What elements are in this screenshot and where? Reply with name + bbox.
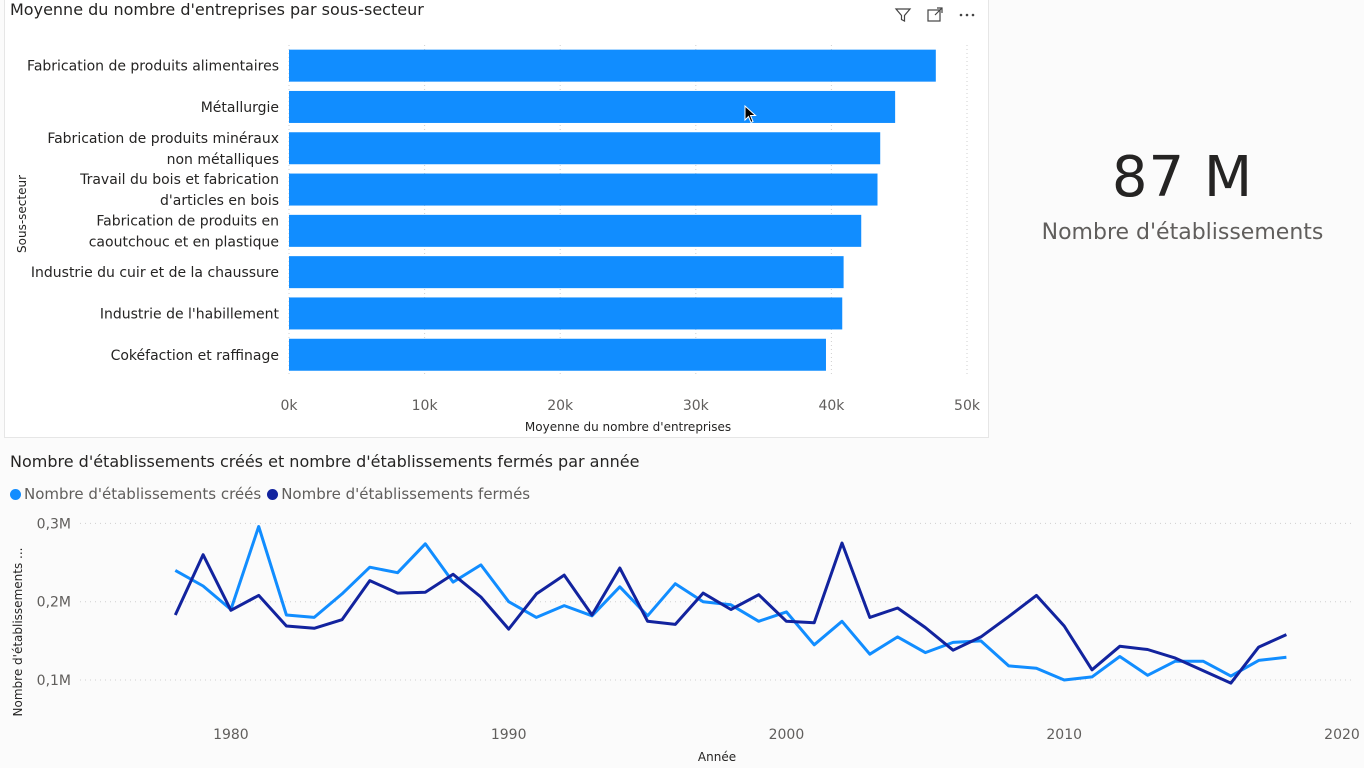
x-tick-label: 10k [412, 398, 439, 414]
bar-chart-visual[interactable]: Moyenne du nombre d'entreprises par sous… [4, 0, 989, 438]
x-tick-label: 40k [818, 398, 845, 414]
category-label: Industrie de l'habillement [100, 306, 280, 322]
mouse-cursor-icon [744, 105, 757, 124]
visual-header-toolbar [894, 6, 976, 24]
focus-mode-icon[interactable] [926, 6, 944, 24]
kpi-label: Nombre d'établissements [1041, 220, 1324, 245]
category-label: non métalliques [167, 152, 279, 168]
series-line [173, 541, 1288, 685]
legend-item-created[interactable]: Nombre d'établissements créés [10, 485, 261, 503]
bar [289, 90, 896, 123]
y-tick-label: 0,1M [37, 673, 71, 689]
legend-label-created: Nombre d'établissements créés [24, 485, 262, 503]
x-tick-label: 1980 [213, 727, 249, 743]
more-options-icon[interactable] [958, 6, 976, 24]
category-label: Industrie du cuir et de la chaussure [31, 265, 279, 281]
bar [289, 214, 862, 247]
y-tick-label: 0,2M [37, 595, 71, 611]
bar [289, 173, 878, 206]
x-axis-title: Année [698, 750, 736, 764]
category-label: Métallurgie [201, 100, 279, 116]
category-label: Fabrication de produits minéraux [47, 131, 279, 147]
category-label: Cokéfaction et raffinage [111, 348, 279, 364]
legend-dot-created [10, 488, 21, 500]
category-label: caoutchouc et en plastique [89, 234, 279, 250]
kpi-card: 87 M Nombre d'établissements [1010, 145, 1355, 246]
line-chart-visual[interactable]: Nombre d'établissements créés et nombre … [0, 440, 1364, 768]
y-axis-title: Nombre d'établissements ... [11, 548, 25, 717]
series-line [174, 525, 1287, 682]
bar [289, 49, 936, 82]
x-tick-label: 0k [280, 398, 298, 414]
category-label: d'articles en bois [160, 193, 279, 209]
x-tick-label: 2020 [1324, 727, 1360, 743]
filter-icon[interactable] [894, 6, 912, 24]
x-tick-label: 30k [683, 398, 710, 414]
line-chart-legend: Nombre d'établissements créés Nombre d'é… [10, 485, 530, 503]
legend-item-closed[interactable]: Nombre d'établissements fermés [267, 485, 530, 503]
category-label: Travail du bois et fabrication [79, 172, 279, 188]
bar [289, 256, 844, 289]
x-tick-label: 1990 [491, 727, 527, 743]
category-label: Fabrication de produits alimentaires [27, 59, 279, 75]
bar-chart-plot: 0k 10k 20k 30k 40k 50k Fabrication de produits… [15, 45, 981, 434]
bar [289, 297, 843, 330]
legend-dot-closed [267, 488, 279, 500]
kpi-value: 87 M [1111, 145, 1254, 210]
y-axis-title: Sous-secteur [15, 175, 29, 253]
x-tick-label: 2010 [1046, 727, 1082, 743]
y-tick-label: 0,3M [37, 516, 71, 532]
bar [289, 338, 826, 371]
bar [289, 132, 881, 165]
category-label: Fabrication de produits en [96, 213, 279, 229]
line-chart-plot: 0,1M 0,2M 0,3M 1980 1990 2000 2010 2020 Année Nom… [11, 516, 1360, 764]
x-tick-label: 20k [547, 398, 574, 414]
line-chart-title: Nombre d'établissements créés et nombre … [10, 452, 640, 471]
x-tick-label: 50k [954, 398, 981, 414]
x-axis-title: Moyenne du nombre d'entreprises [525, 420, 731, 434]
x-tick-label: 2000 [769, 727, 805, 743]
bar-chart-title: Moyenne du nombre d'entreprises par sous… [10, 0, 424, 19]
legend-label-closed: Nombre d'établissements fermés [281, 485, 531, 503]
